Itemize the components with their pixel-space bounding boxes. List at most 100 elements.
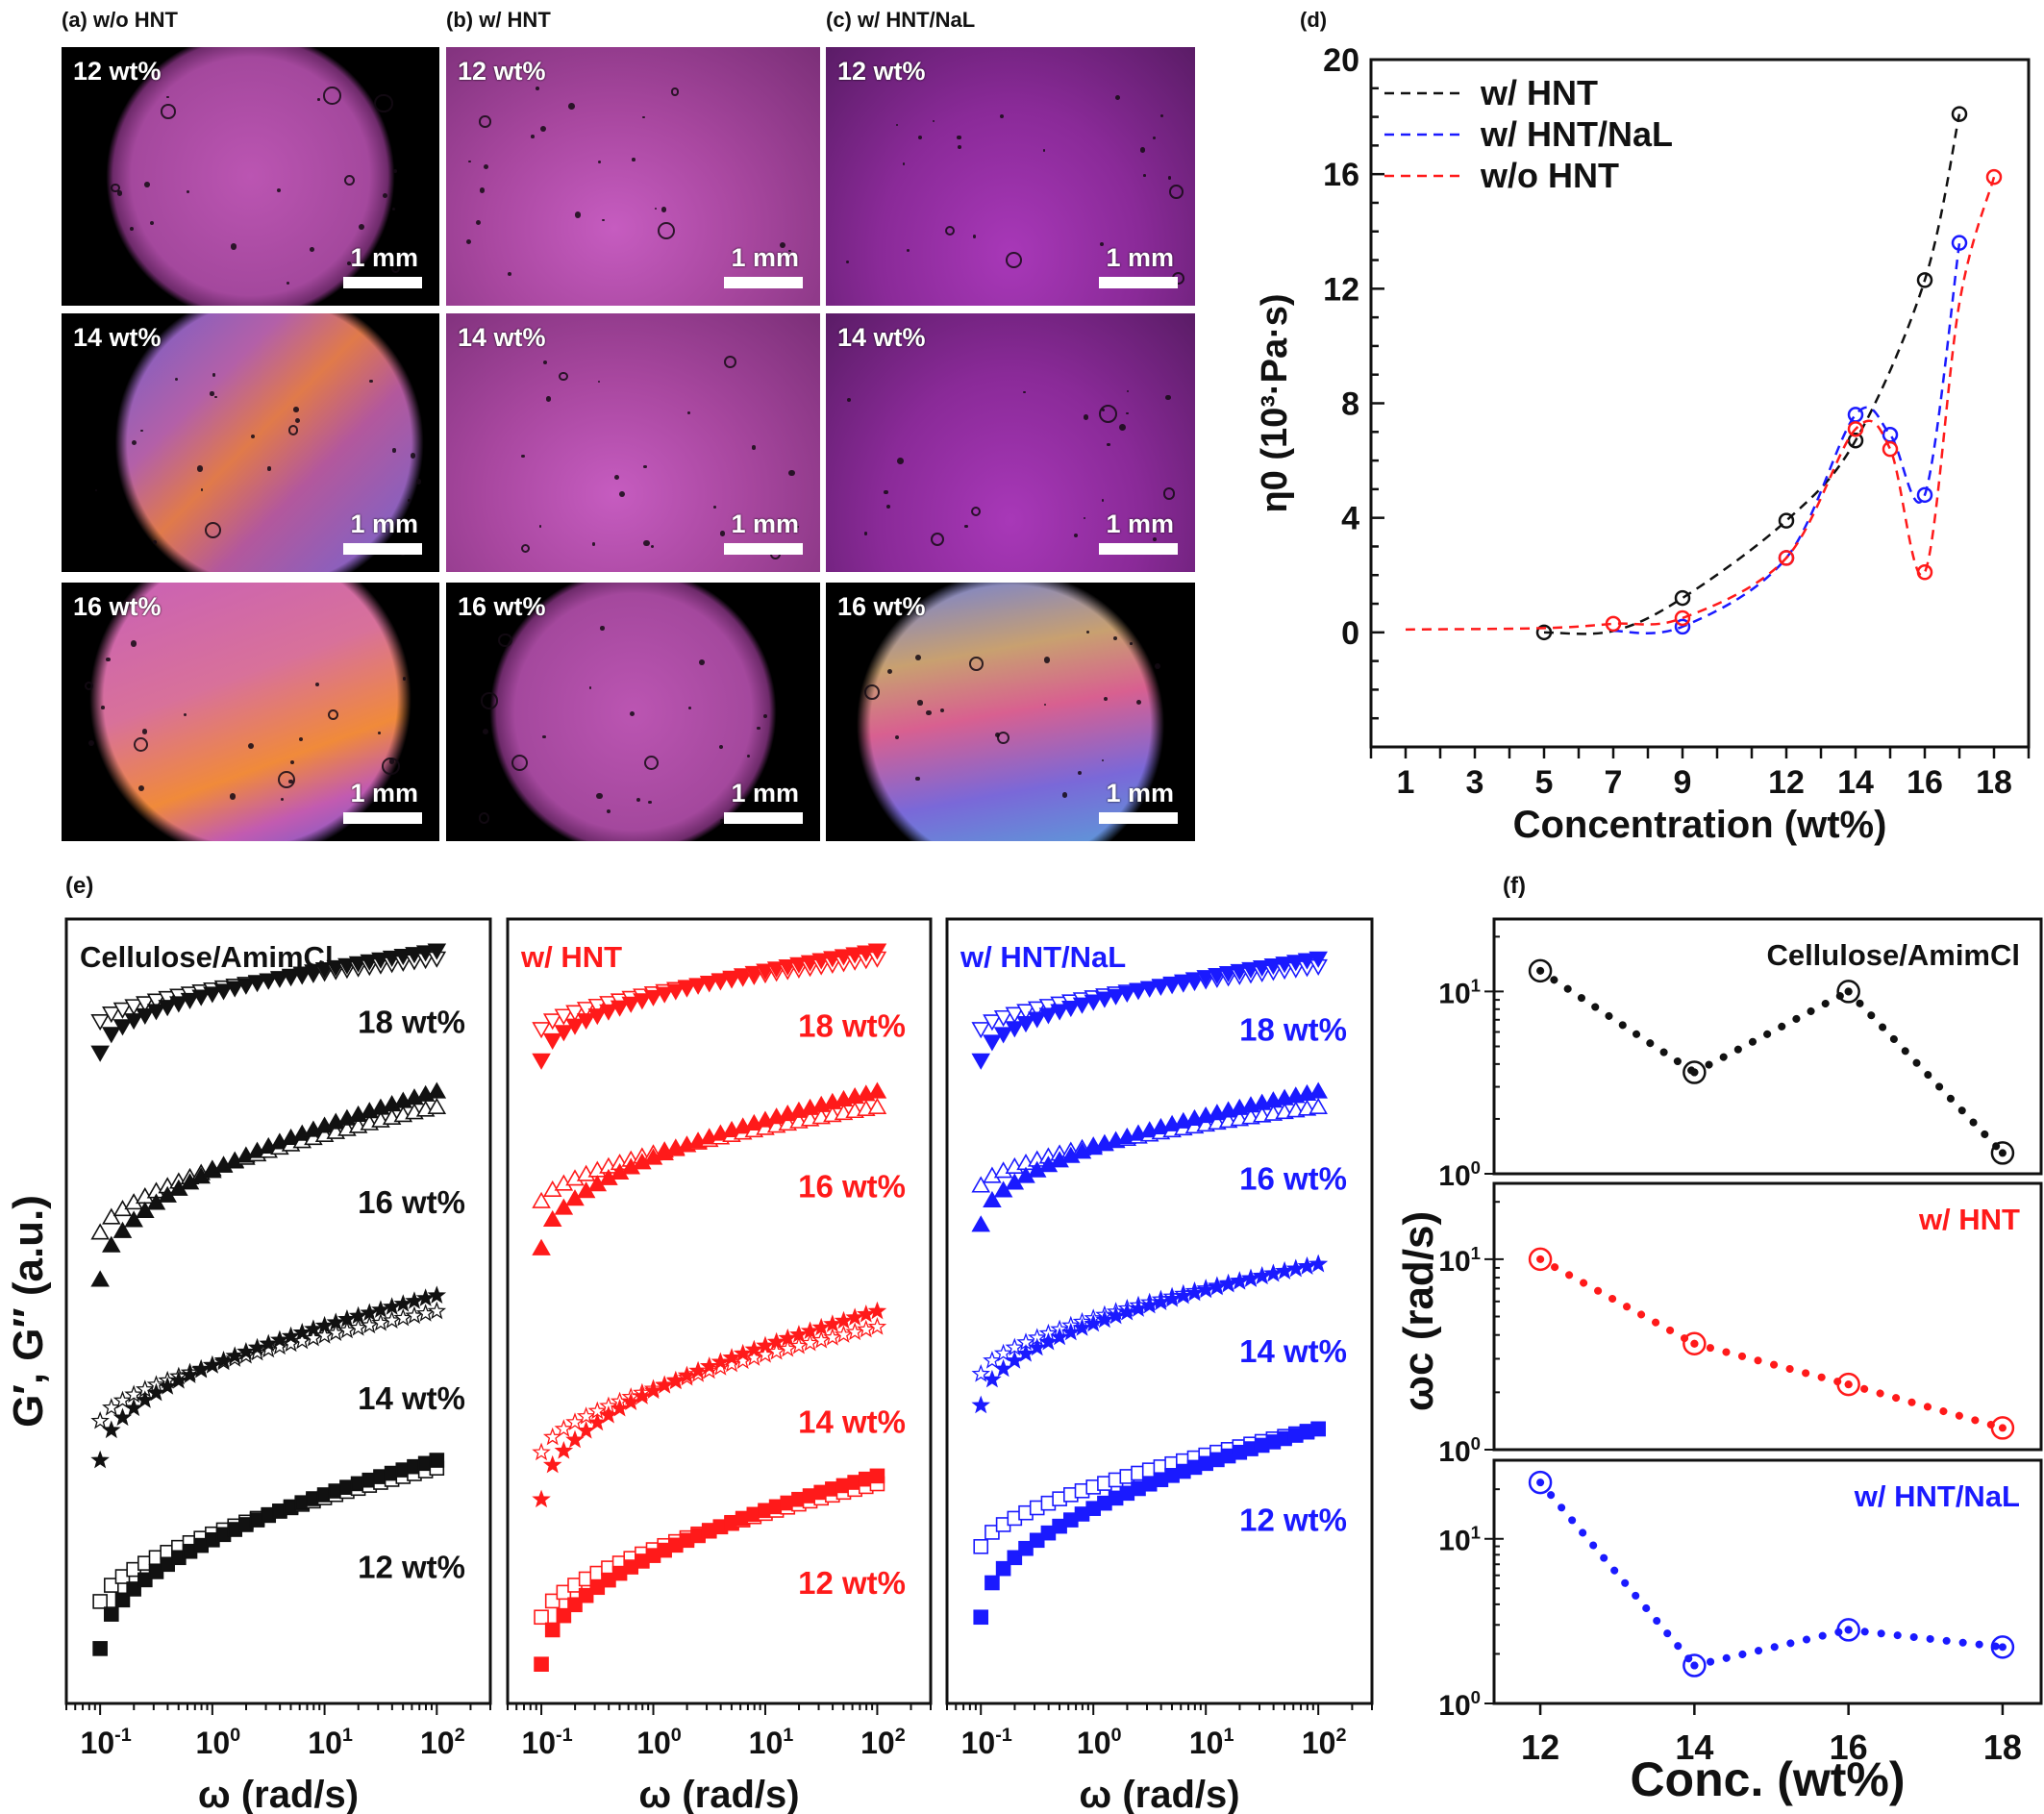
bubble-speck: [479, 115, 491, 128]
bubble-speck: [1083, 516, 1086, 519]
bubble-speck: [797, 526, 800, 529]
marker-open-square: [544, 1593, 561, 1609]
scale-bar: [343, 543, 422, 555]
y-axis-label: η0 (10³·Pa·s): [1255, 293, 1295, 512]
marker-filled-star: [710, 1352, 731, 1371]
bubble-speck: [402, 677, 407, 681]
marker-open-triangle-up: [427, 1097, 447, 1114]
bubble-speck: [746, 754, 751, 758]
marker-open-star: [102, 1398, 121, 1416]
data-point-center: [1690, 1661, 1699, 1670]
micrograph-tile: 14 wt% 1 mm: [826, 313, 1195, 572]
marker-filled-star: [1196, 1280, 1215, 1299]
bubble-speck: [542, 360, 547, 365]
data-point: [1882, 440, 1899, 458]
bubble-speck: [939, 708, 944, 713]
bubble-speck: [276, 187, 282, 193]
marker-open-triangle-down: [993, 1009, 1013, 1028]
bubble-speck: [186, 189, 190, 194]
marker-filled-star: [415, 1288, 436, 1306]
bubble-speck: [1106, 442, 1110, 447]
marker-open-star: [823, 1328, 842, 1346]
bubble-speck: [498, 633, 512, 648]
bubble-speck: [944, 226, 955, 236]
data-point: [1836, 1372, 1860, 1397]
data-point: [1528, 1247, 1553, 1272]
concentration-label: 18 wt%: [358, 1004, 465, 1039]
bubble-speck: [698, 659, 705, 665]
y-tick-label: 8: [1341, 386, 1359, 423]
bubble-speck: [415, 479, 422, 485]
bubble-speck: [632, 158, 636, 162]
bubble-speck: [545, 396, 552, 402]
crossover-subplot-2: 100 101 w/ HNT/NaL 12 14 16 18: [1438, 1458, 2043, 1767]
marker-filled-star: [1230, 1272, 1250, 1290]
bubble-speck: [1152, 137, 1157, 140]
x-axis-label: ω (rad/s): [1079, 1774, 1239, 1814]
marker-open-star: [778, 1338, 798, 1357]
x-tick-label: 18: [1983, 1727, 2022, 1767]
marker-filled-triangle-down: [146, 1004, 166, 1021]
marker-filled-star: [993, 1358, 1013, 1378]
bubble-speck: [1130, 641, 1134, 645]
marker-filled-star: [1038, 1331, 1059, 1351]
plot-frame: [1492, 1458, 2043, 1705]
data-point: [1990, 1141, 2015, 1165]
data-point-center: [1844, 987, 1853, 996]
marker-filled-star: [542, 1454, 562, 1474]
marker-filled-star: [146, 1382, 166, 1402]
bubble-speck: [1073, 533, 1079, 538]
marker-filled-star: [823, 1314, 842, 1332]
dotted-trend-line: [1844, 987, 2007, 1157]
legend-label: w/ HNT/NaL: [1480, 114, 1673, 154]
marker-filled-star: [811, 1317, 831, 1336]
marker-filled-triangle-down: [576, 1013, 596, 1031]
marker-filled-star: [180, 1365, 200, 1383]
marker-filled-triangle-up: [542, 1209, 562, 1228]
plot-frame: [506, 917, 933, 1705]
bubble-speck: [382, 192, 388, 199]
marker-filled-triangle-down: [688, 978, 708, 995]
data-point: [1605, 615, 1622, 633]
marker-filled-star: [270, 1329, 289, 1349]
marker-filled-triangle-down: [1095, 991, 1114, 1008]
bubble-speck: [230, 243, 237, 250]
bubble-speck: [1160, 113, 1164, 117]
marker-filled-star: [247, 1337, 267, 1356]
bubble-speck: [280, 797, 285, 802]
marker-filled-star: [337, 1309, 357, 1328]
marker-filled-triangle-down: [621, 996, 641, 1013]
bubble-speck: [347, 261, 352, 265]
bubble-speck: [588, 686, 592, 690]
scale-bar-label: 1 mm: [350, 243, 418, 272]
marker-filled-star: [576, 1421, 596, 1439]
marker-open-star: [756, 1345, 775, 1363]
marker-filled-triangle-down: [722, 970, 741, 987]
marker-open-star: [789, 1335, 809, 1354]
marker-open-star: [722, 1354, 741, 1373]
bubble-speck: [468, 160, 472, 163]
marker-open-square: [985, 1525, 1000, 1540]
x-tick-label: 101: [308, 1725, 353, 1760]
bubble-speck: [591, 542, 596, 547]
marker-filled-star: [1061, 1322, 1081, 1341]
bubble-speck: [138, 785, 145, 792]
marker-filled-triangle-down: [1139, 981, 1159, 998]
concentration-label: 14 wt%: [837, 323, 926, 352]
marker-open-star: [834, 1325, 854, 1343]
bubble-speck: [719, 744, 724, 749]
data-point: [1916, 272, 1933, 288]
bubble-speck: [317, 98, 320, 101]
micrograph-tile: 16 wt% 1 mm: [826, 583, 1195, 841]
bubble-speck: [894, 734, 900, 739]
bubble-speck: [657, 222, 676, 240]
modulus-subplot-0: Cellulose/AmimCl 10-1 100 101 102 ω (rad/s) 18…: [64, 917, 492, 1814]
marker-filled-triangle-down: [643, 989, 663, 1006]
y-tick-label: 0: [1341, 615, 1359, 652]
scale-bar-label: 1 mm: [731, 779, 799, 808]
bubble-speck: [111, 184, 120, 193]
marker-filled-triangle-down: [191, 989, 211, 1006]
scale-bar: [724, 543, 803, 555]
bubble-speck: [374, 94, 393, 113]
marker-filled-star: [203, 1354, 222, 1374]
